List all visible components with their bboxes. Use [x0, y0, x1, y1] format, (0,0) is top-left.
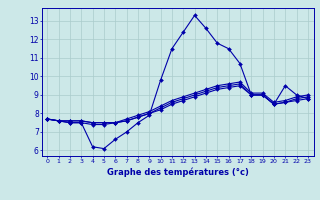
X-axis label: Graphe des températures (°c): Graphe des températures (°c)	[107, 168, 249, 177]
